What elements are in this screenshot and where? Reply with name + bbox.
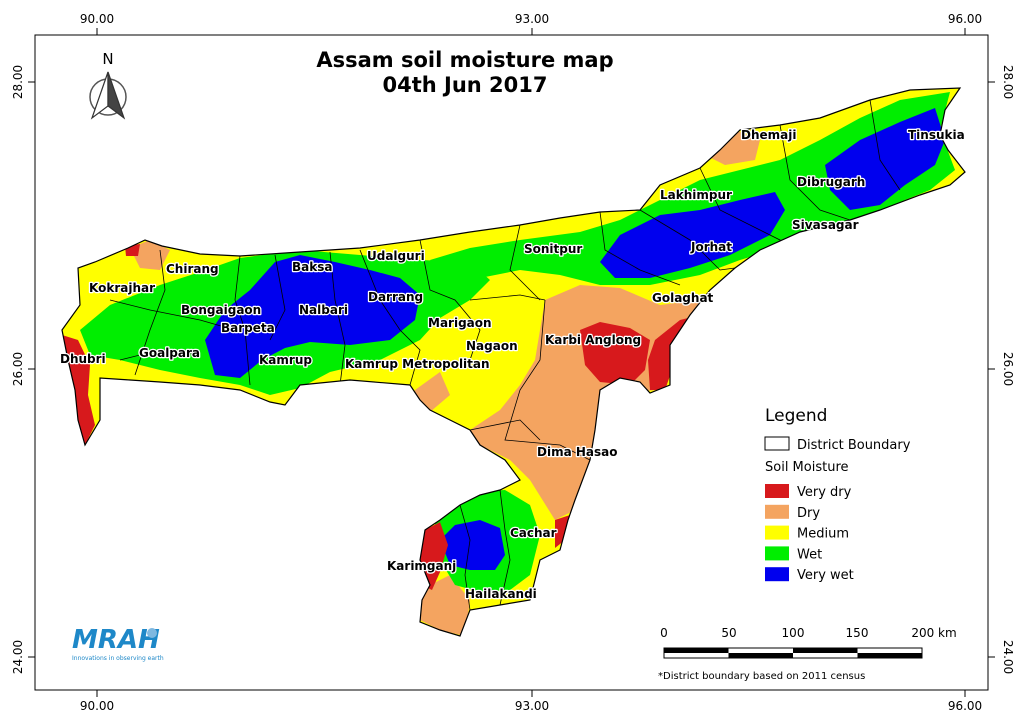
zone-verywet-lakhimpur xyxy=(600,192,785,278)
map-title: Assam soil moisture map xyxy=(316,48,613,72)
district-label-nalbari: Nalbari xyxy=(299,303,348,317)
district-boundaries xyxy=(109,99,901,611)
legend-swatch-medium xyxy=(765,525,789,540)
legend-label-wet: Wet xyxy=(797,547,822,562)
district-label-golaghat: Golaghat xyxy=(652,291,714,305)
district-label-cachar: Cachar xyxy=(510,526,557,540)
scale-tick-0: 0 xyxy=(660,626,668,640)
coord-right-1: 28.00 xyxy=(1001,65,1015,99)
coord-right-3: 24.00 xyxy=(1001,640,1015,674)
district-label-baksa: Baksa xyxy=(292,260,332,274)
district-label-barpeta: Barpeta xyxy=(221,321,275,335)
zone-verydry-dhubri xyxy=(62,335,95,445)
zone-verydry-karimganj xyxy=(420,522,448,590)
coord-left-1: 28.00 xyxy=(11,65,25,99)
scale-tick-50: 50 xyxy=(721,626,736,640)
legend-boundary-label: District Boundary xyxy=(797,438,911,453)
legend-label-dry: Dry xyxy=(797,506,820,521)
zone-dry-south xyxy=(420,575,470,636)
coord-left-3: 24.00 xyxy=(11,640,25,674)
zone-verydry-karbi xyxy=(580,322,650,385)
logo-satellite-icon xyxy=(147,628,157,638)
coord-bottom-2: 93.00 xyxy=(515,699,549,713)
scale-tick-100: 100 xyxy=(782,626,805,640)
district-label-tinsukia: Tinsukia xyxy=(908,128,965,142)
state-outline xyxy=(61,87,966,637)
coord-top-3: 96.00 xyxy=(948,12,982,26)
coord-bottom-1: 90.00 xyxy=(80,699,114,713)
legend-moisture-title: Soil Moisture xyxy=(765,460,849,475)
zone-dry-chirang xyxy=(130,240,170,270)
legend-boundary-swatch xyxy=(764,436,790,451)
zone-verydry-cachar xyxy=(555,515,570,548)
legend: Legend District Boundary Soil Moisture V… xyxy=(764,406,911,583)
logo-text: MRAH xyxy=(72,625,160,655)
coord-right-2: 26.00 xyxy=(1001,352,1015,386)
district-label-karbi-anglong: Karbi Anglong xyxy=(545,333,641,347)
legend-items: Very dry Dry Medium Wet Very wet xyxy=(765,484,854,583)
district-label-dhubri: Dhubri xyxy=(60,352,106,366)
district-label-kamrup-metropolitan: Kamrup Metropolitan xyxy=(345,357,490,371)
scale-tick-150: 150 xyxy=(846,626,869,640)
district-label-sivasagar: Sivasagar xyxy=(792,218,859,232)
legend-swatch-dry xyxy=(765,504,789,519)
map-date: 04th Jun 2017 xyxy=(383,73,548,97)
district-label-karimganj: Karimganj xyxy=(387,559,456,573)
zone-wet-northeast xyxy=(430,92,955,285)
legend-title: Legend xyxy=(765,406,827,426)
legend-swatch-very-wet xyxy=(765,567,789,582)
north-arrow-label: N xyxy=(102,50,113,68)
district-label-dima-hasao: Dima Hasao xyxy=(537,445,617,459)
district-label-nagaon: Nagaon xyxy=(466,339,518,353)
scale-bar: 0 50 100 150 200 km xyxy=(660,626,957,659)
legend-swatch-very-dry xyxy=(765,484,789,498)
zone-verywet-tinsukia xyxy=(825,108,945,210)
north-arrow-icon: N xyxy=(89,50,127,120)
district-label-goalpara: Goalpara xyxy=(139,346,200,360)
graticule-ticks xyxy=(28,28,995,697)
coord-left-2: 26.00 xyxy=(11,352,25,386)
district-label-chirang: Chirang xyxy=(166,262,219,276)
district-label-kamrup: Kamrup xyxy=(259,353,312,367)
district-label-jorhat: Jorhat xyxy=(690,240,732,254)
district-label-hailakandi: Hailakandi xyxy=(465,587,537,601)
coord-bottom-3: 96.00 xyxy=(948,699,982,713)
district-label-sonitpur: Sonitpur xyxy=(524,242,582,256)
legend-label-very-dry: Very dry xyxy=(797,485,852,500)
district-label-darrang: Darrang xyxy=(368,290,423,304)
footnote: *District boundary based on 2011 census xyxy=(658,671,865,682)
legend-swatch-wet xyxy=(765,546,789,561)
coord-top-1: 90.00 xyxy=(80,12,114,26)
district-label-bongaigaon: Bongaigaon xyxy=(181,303,261,317)
district-label-lakhimpur: Lakhimpur xyxy=(660,188,732,202)
logo-tagline: Innovations in observing earth xyxy=(72,655,164,662)
district-label-dibrugarh: Dibrugarh xyxy=(797,175,865,189)
zone-verywet-barak xyxy=(440,520,505,570)
district-label-kokrajhar: Kokrajhar xyxy=(89,281,155,295)
mrah-logo: MRAH Innovations in observing earth xyxy=(72,625,164,662)
district-label-udalguri: Udalguri xyxy=(367,249,425,263)
coord-top-2: 93.00 xyxy=(515,12,549,26)
scale-tick-200: 200 km xyxy=(911,626,956,640)
legend-label-very-wet: Very wet xyxy=(797,568,854,583)
legend-label-medium: Medium xyxy=(797,527,849,542)
district-label-marigaon: Marigaon xyxy=(428,316,492,330)
district-label-dhemaji: Dhemaji xyxy=(741,128,796,142)
zone-verywet-central xyxy=(205,255,420,378)
